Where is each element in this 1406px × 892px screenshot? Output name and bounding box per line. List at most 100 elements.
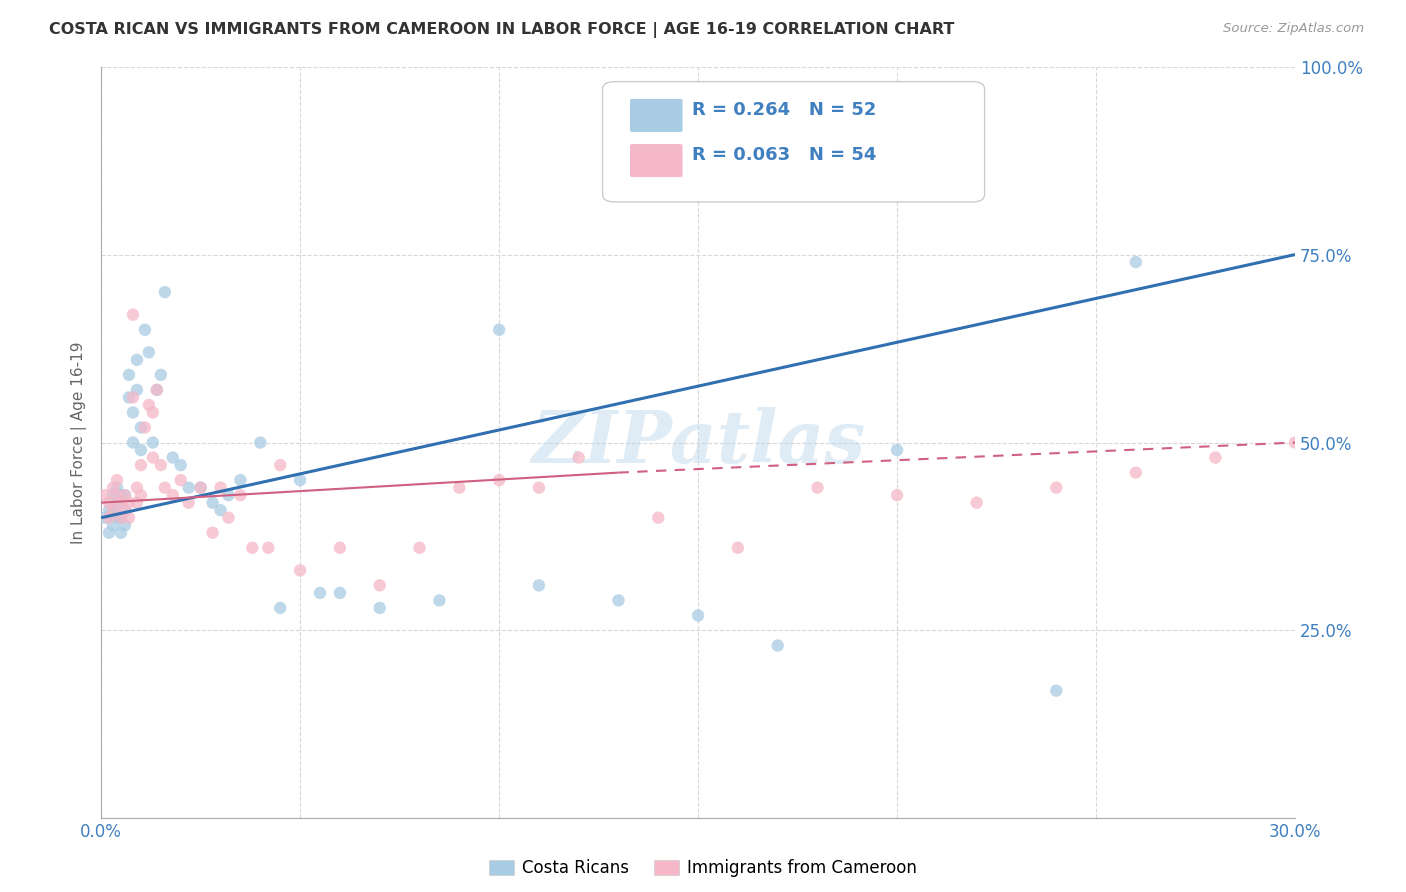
Point — [98, 503, 121, 517]
Point — [110, 488, 132, 502]
Point — [110, 510, 132, 524]
Point — [105, 510, 128, 524]
Point — [129, 443, 152, 458]
Point — [1045, 683, 1067, 698]
Point — [101, 481, 124, 495]
Point — [105, 481, 128, 495]
Point — [1125, 466, 1147, 480]
Point — [118, 510, 141, 524]
Point — [101, 518, 124, 533]
Point — [1204, 450, 1226, 465]
Point — [368, 578, 391, 592]
Point — [149, 458, 172, 472]
Point — [527, 578, 550, 592]
Point — [170, 458, 193, 472]
Point — [309, 586, 332, 600]
Point — [568, 450, 591, 465]
Point — [218, 510, 240, 524]
Point — [142, 435, 165, 450]
Point — [142, 450, 165, 465]
Point — [190, 481, 212, 495]
Point — [129, 488, 152, 502]
Point — [269, 458, 291, 472]
Point — [122, 308, 145, 322]
Point — [125, 481, 148, 495]
Point — [177, 496, 200, 510]
Point — [94, 510, 117, 524]
Point — [114, 488, 136, 502]
Point — [122, 435, 145, 450]
Point — [125, 352, 148, 367]
Point — [105, 473, 128, 487]
Point — [368, 601, 391, 615]
Point — [329, 541, 352, 555]
Point — [429, 593, 451, 607]
Point — [1045, 481, 1067, 495]
Point — [138, 398, 160, 412]
Y-axis label: In Labor Force | Age 16-19: In Labor Force | Age 16-19 — [72, 342, 87, 544]
Point — [806, 481, 828, 495]
Text: R = 0.063   N = 54: R = 0.063 N = 54 — [692, 146, 876, 164]
Point — [118, 368, 141, 382]
Point — [1284, 435, 1306, 450]
Point — [229, 473, 252, 487]
Point — [138, 345, 160, 359]
Point — [146, 383, 169, 397]
Point — [249, 435, 271, 450]
FancyBboxPatch shape — [630, 99, 682, 132]
Point — [101, 488, 124, 502]
Point — [125, 496, 148, 510]
Point — [129, 458, 152, 472]
Point — [966, 496, 988, 510]
Text: Source: ZipAtlas.com: Source: ZipAtlas.com — [1223, 22, 1364, 36]
Point — [162, 450, 184, 465]
Point — [101, 503, 124, 517]
Point — [288, 563, 311, 577]
Point — [201, 496, 224, 510]
Point — [110, 510, 132, 524]
Point — [488, 473, 510, 487]
Point — [105, 488, 128, 502]
Point — [114, 503, 136, 517]
Text: COSTA RICAN VS IMMIGRANTS FROM CAMEROON IN LABOR FORCE | AGE 16-19 CORRELATION C: COSTA RICAN VS IMMIGRANTS FROM CAMEROON … — [49, 22, 955, 38]
Point — [98, 496, 121, 510]
Point — [408, 541, 430, 555]
Point — [142, 405, 165, 419]
Text: ZIPatlas: ZIPatlas — [531, 407, 865, 478]
Point — [118, 391, 141, 405]
Point — [105, 496, 128, 510]
Point — [149, 368, 172, 382]
Point — [110, 496, 132, 510]
Point — [177, 481, 200, 495]
Point — [209, 503, 232, 517]
Point — [129, 420, 152, 434]
Point — [122, 391, 145, 405]
Point — [162, 488, 184, 502]
Point — [114, 488, 136, 502]
FancyBboxPatch shape — [630, 144, 682, 178]
Point — [488, 323, 510, 337]
Point — [229, 488, 252, 502]
Point — [153, 285, 176, 300]
Point — [94, 488, 117, 502]
Point — [886, 443, 908, 458]
Point — [527, 481, 550, 495]
Point — [125, 383, 148, 397]
Point — [98, 510, 121, 524]
Text: R = 0.264   N = 52: R = 0.264 N = 52 — [692, 101, 876, 120]
Point — [647, 510, 669, 524]
Point — [449, 481, 471, 495]
Point — [201, 525, 224, 540]
Point — [134, 420, 156, 434]
Point — [114, 503, 136, 517]
Point — [329, 586, 352, 600]
Point — [240, 541, 263, 555]
Point — [218, 488, 240, 502]
Point — [170, 473, 193, 487]
Point — [190, 481, 212, 495]
FancyBboxPatch shape — [603, 82, 984, 202]
Point — [269, 601, 291, 615]
Point — [257, 541, 280, 555]
Point — [134, 323, 156, 337]
Point — [98, 525, 121, 540]
